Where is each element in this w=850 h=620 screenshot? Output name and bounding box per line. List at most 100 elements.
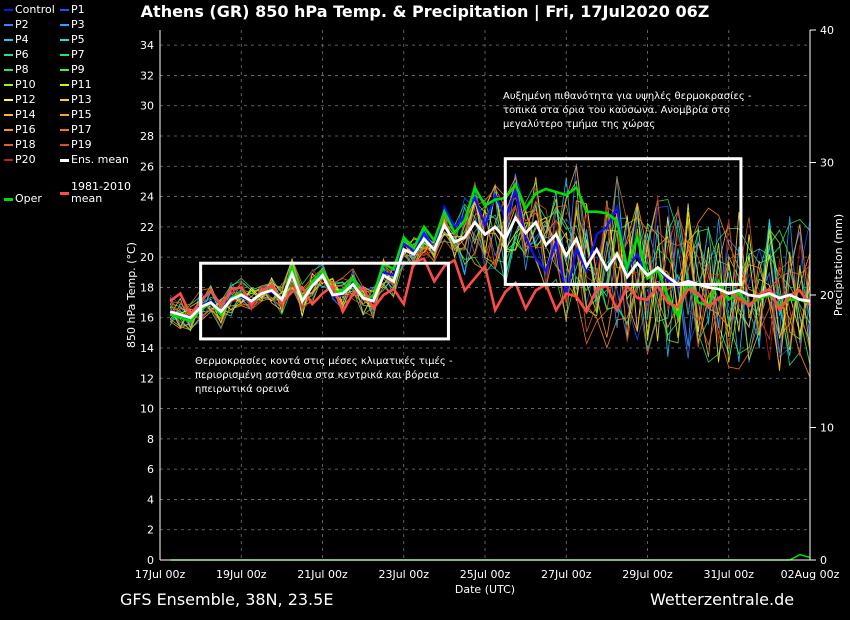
y-tick-label: 12 (140, 372, 154, 385)
ensemble-member-line (169, 184, 811, 378)
legend-label: P20 (15, 153, 36, 166)
legend-item: P12 (4, 94, 36, 106)
legend-item: P19 (60, 139, 92, 151)
legend-swatch (4, 129, 13, 131)
legend-item: P4 (4, 34, 29, 46)
y-tick-label: 0 (147, 554, 154, 567)
legend-item: P9 (60, 64, 85, 76)
y-tick-label: 34 (140, 39, 154, 52)
legend-label: 1981-2010 mean (71, 180, 131, 205)
y-tick-label: 26 (140, 160, 154, 173)
precip-line (170, 553, 811, 561)
highlight-box (199, 261, 450, 341)
legend-swatch (60, 144, 69, 146)
y-axis-label: 850 hPa Temp. (°C) (125, 242, 138, 348)
legend-item: P10 (4, 79, 36, 91)
legend-swatch (60, 39, 69, 41)
legend-label: P19 (71, 138, 92, 151)
legend-item: P1 (60, 4, 85, 16)
legend-item: Ens. mean (60, 154, 129, 166)
legend-swatch (4, 99, 13, 101)
y2-axis-label: Precipitation (mm) (832, 214, 845, 316)
legend-swatch (60, 99, 69, 101)
footer-model-info: GFS Ensemble, 38N, 23.5E (120, 590, 334, 609)
y-tick-label: 32 (140, 69, 154, 82)
y-tick-label: 14 (140, 342, 154, 355)
legend-item: P15 (60, 109, 92, 121)
y-tick-label: 16 (140, 312, 154, 325)
legend-swatch (4, 9, 13, 11)
legend-label: P4 (15, 33, 29, 46)
legend-swatch (4, 114, 13, 116)
legend-item: P14 (4, 109, 36, 121)
legend-item: P16 (4, 124, 36, 136)
legend-label: P16 (15, 123, 36, 136)
legend-label: P3 (71, 18, 85, 31)
legend-swatch (4, 144, 13, 146)
x-tick-label: 02Aug 00z (781, 568, 840, 581)
legend-swatch (4, 24, 13, 26)
legend-label: P18 (15, 138, 36, 151)
legend-label: P5 (71, 33, 85, 46)
footer-source: Wetterzentrale.de (650, 590, 795, 609)
legend-item: P7 (60, 49, 85, 61)
legend-item: Control (4, 4, 55, 16)
x-axis-label: Date (UTC) (455, 583, 515, 596)
legend-swatch (4, 39, 13, 41)
y-tick-label: 10 (140, 403, 154, 416)
y-tick-label: 22 (140, 221, 154, 234)
legend-item: P13 (60, 94, 92, 106)
ensemble-member-line (170, 200, 811, 365)
x-tick-label: 27Jul 00z (541, 568, 592, 581)
ensemble-member-line (169, 184, 811, 368)
x-tick-label: 23Jul 00z (378, 568, 429, 581)
legend-item: P5 (60, 34, 85, 46)
legend-label: P2 (15, 18, 29, 31)
ensemble-member-line (169, 165, 811, 338)
legend-item: P11 (60, 79, 92, 91)
legend-swatch (4, 197, 13, 201)
x-tick-label: 21Jul 00z (297, 568, 348, 581)
legend-label: Ens. mean (71, 153, 129, 166)
legend-swatch (4, 159, 13, 161)
legend-item: P6 (4, 49, 29, 61)
chart-title: Athens (GR) 850 hPa Temp. & Precipitatio… (140, 2, 710, 21)
legend-label: P15 (71, 108, 92, 121)
y-tick-label: 4 (147, 493, 154, 506)
legend-label: P14 (15, 108, 36, 121)
y2-tick-label: 0 (820, 554, 827, 567)
legend-label: Oper (15, 192, 42, 205)
series-line (169, 214, 811, 320)
legend-label: P9 (71, 63, 85, 76)
y-tick-label: 20 (140, 251, 154, 264)
y2-tick-label: 20 (820, 289, 834, 302)
y-tick-label: 30 (140, 100, 154, 113)
x-tick-label: 17Jul 00z (135, 568, 186, 581)
legend-item: Oper (4, 193, 42, 205)
y-tick-label: 28 (140, 130, 154, 143)
legend-swatch (60, 158, 69, 162)
legend-item: P8 (4, 64, 29, 76)
legend-item: P18 (4, 139, 36, 151)
legend-label: P1 (71, 3, 85, 16)
highlight-box (503, 157, 743, 286)
legend-label: P10 (15, 78, 36, 91)
legend-swatch (60, 114, 69, 116)
x-tick-label: 19Jul 00z (216, 568, 267, 581)
legend-item: P3 (60, 19, 85, 31)
annotation-left: Θερμοκρασίες κοντά στις μέσες κλιματικές… (195, 356, 453, 395)
box-layer (199, 157, 743, 341)
y-tick-label: 8 (147, 433, 154, 446)
legend-swatch (60, 54, 69, 56)
legend-label: P7 (71, 48, 85, 61)
y-tick-label: 2 (147, 524, 154, 537)
x-tick-label: 25Jul 00z (460, 568, 511, 581)
legend-item: P2 (4, 19, 29, 31)
legend-swatch (60, 191, 69, 195)
legend-swatch (60, 24, 69, 26)
legend-item: P17 (60, 124, 92, 136)
legend-label: P11 (71, 78, 92, 91)
y-tick-label: 24 (140, 191, 154, 204)
